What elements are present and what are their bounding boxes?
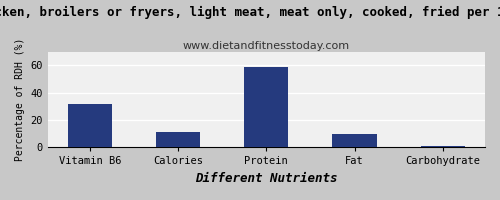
Bar (156, 132, 200, 147)
Bar (68, 104, 112, 147)
Bar (332, 134, 376, 147)
Y-axis label: Percentage of RDH (%): Percentage of RDH (%) (15, 38, 25, 161)
X-axis label: Different Nutrients: Different Nutrients (195, 172, 338, 185)
Bar (244, 67, 288, 147)
Text: Chicken, broilers or fryers, light meat, meat only, cooked, fried per 100g: Chicken, broilers or fryers, light meat,… (0, 6, 500, 19)
Bar (420, 146, 465, 147)
Title: www.dietandfitnesstoday.com: www.dietandfitnesstoday.com (182, 41, 350, 51)
